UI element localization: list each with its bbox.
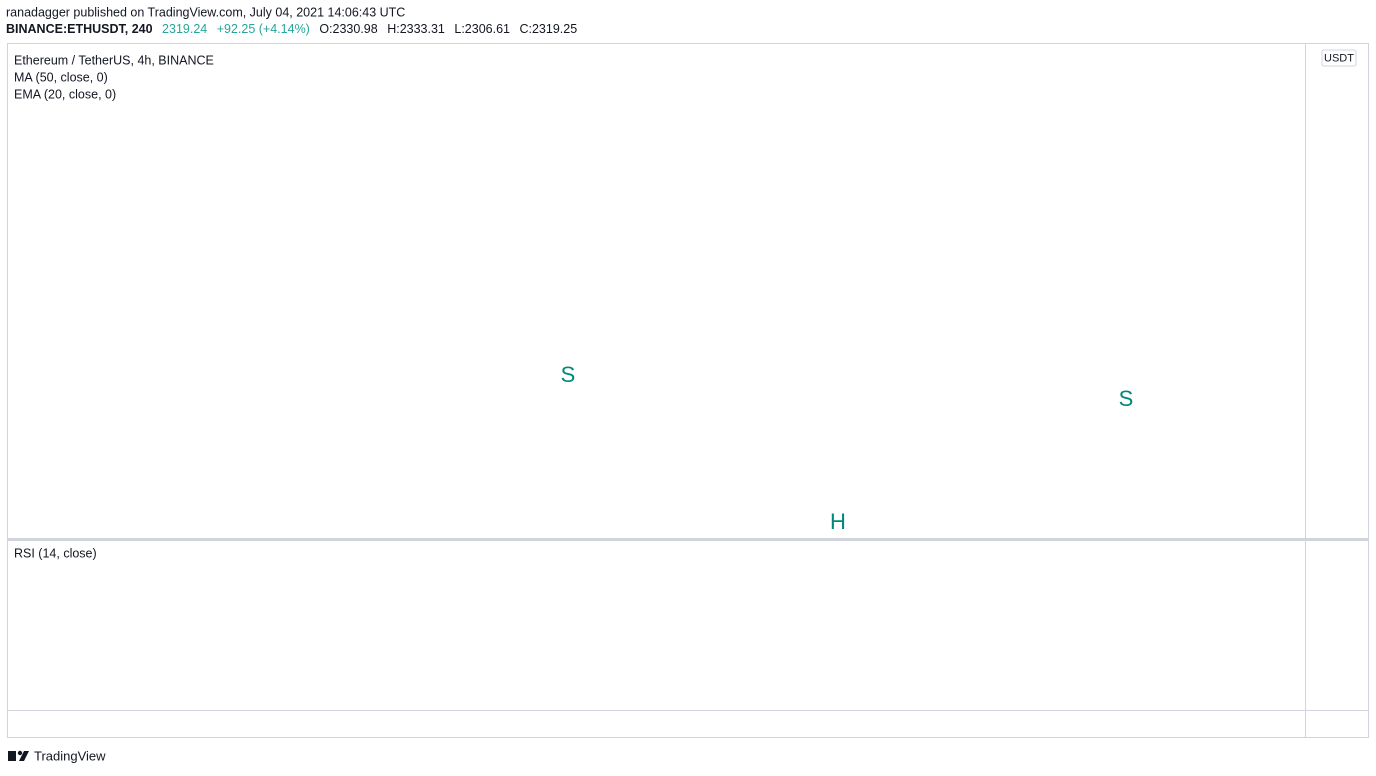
annotation: S xyxy=(1119,386,1134,411)
ohlc-open: O:2330.98 xyxy=(319,22,377,36)
logo-part xyxy=(19,751,29,761)
footer-brand: TradingView xyxy=(34,748,106,763)
footer-logo xyxy=(8,750,29,761)
symbol-line: BINANCE:ETHUSDT, 240 2319.24 +92.25 (+4.… xyxy=(6,22,577,36)
currency-box xyxy=(1321,49,1357,67)
legend-ema: EMA (20, close, 0) xyxy=(14,87,116,101)
ohlc-high: H:2333.31 xyxy=(387,22,445,36)
ohlc-close: C:2319.25 xyxy=(519,22,577,36)
change: +92.25 (+4.14%) xyxy=(217,22,310,36)
header: ranadagger published on TradingView.com,… xyxy=(6,5,577,36)
legend-ma: MA (50, close, 0) xyxy=(14,70,108,84)
annotation: S xyxy=(561,362,576,387)
chart-title: Ethereum / TetherUS, 4h, BINANCE xyxy=(14,53,214,67)
annotation: H xyxy=(830,509,846,534)
currency: USDT xyxy=(1324,52,1354,64)
frame xyxy=(7,43,1369,738)
publisher: ranadagger published on TradingView.com,… xyxy=(6,5,405,19)
rsi-title: RSI (14, close) xyxy=(14,546,97,560)
ohlc-low: L:2306.61 xyxy=(454,22,510,36)
symbol: BINANCE:ETHUSDT, 240 xyxy=(6,22,153,36)
labels: USDT Ethereum / TetherUS, 4h, BINANCE MA… xyxy=(8,49,1357,763)
price: 2319.24 xyxy=(162,22,207,36)
logo-part xyxy=(8,751,16,761)
logo-part xyxy=(17,750,23,756)
